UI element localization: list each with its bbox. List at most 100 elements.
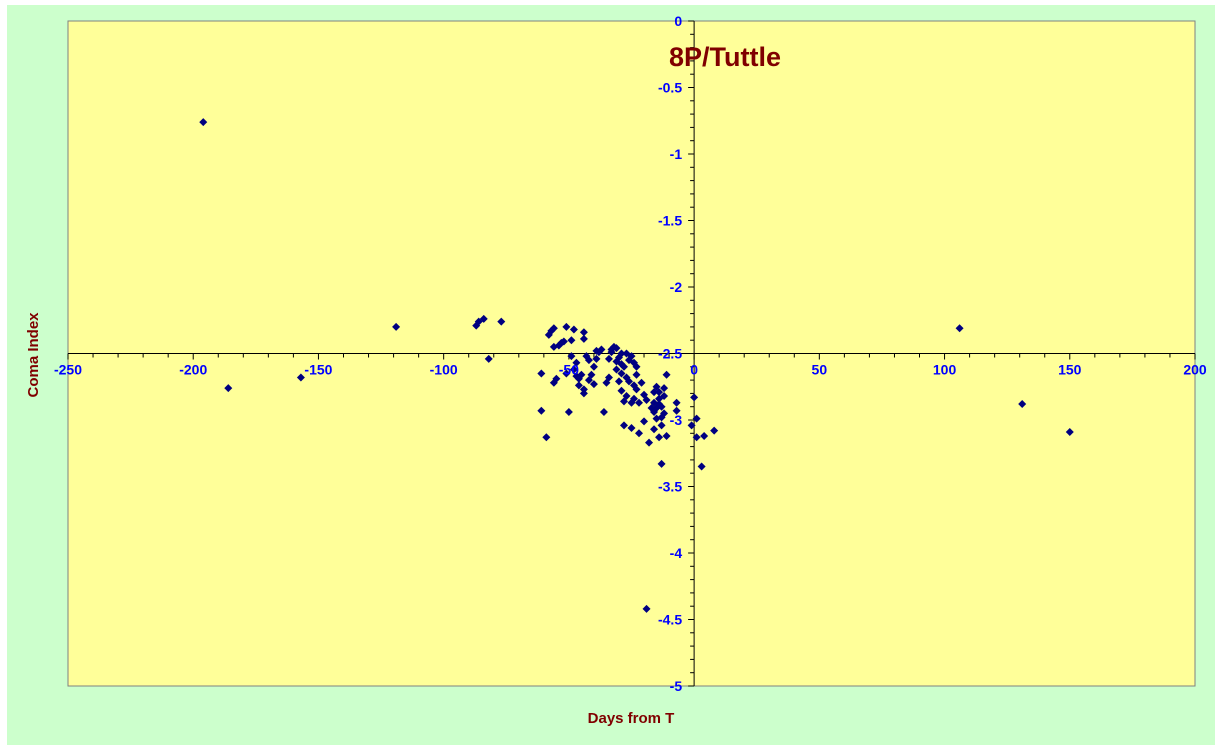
x-tick-label: 50: [812, 362, 828, 378]
data-point: [642, 396, 651, 405]
data-point: [497, 317, 506, 326]
y-tick-label: -2.5: [658, 346, 682, 362]
data-point: [690, 393, 699, 402]
y-tick-label: -3: [670, 412, 683, 428]
data-point: [1018, 400, 1027, 409]
data-point: [655, 433, 664, 442]
data-point: [579, 334, 588, 343]
x-tick-label: 150: [1058, 362, 1082, 378]
y-axis-label: Coma Index: [25, 312, 42, 398]
data-point: [692, 414, 701, 423]
data-point: [574, 381, 583, 390]
data-point: [614, 377, 623, 386]
data-point: [635, 429, 644, 438]
data-point: [617, 349, 626, 358]
data-point: [700, 431, 709, 440]
y-tick-labels: 0 -0.5 -1 -1.5 -2 -2.5 -3 -3.5 -4 -4.5 -5: [658, 13, 682, 694]
data-point: [687, 421, 696, 430]
data-point: [567, 336, 576, 345]
data-point: [655, 388, 664, 397]
data-point: [662, 431, 671, 440]
data-point: [296, 373, 305, 382]
data-point: [587, 370, 596, 379]
data-point: [645, 438, 654, 447]
data-point: [619, 421, 628, 430]
y-tick-label: 0: [674, 13, 682, 29]
data-point: [617, 386, 626, 395]
data-point: [657, 421, 666, 430]
x-tick-labels: -250 -200 -150 -100 -50 0 50 100 150 200: [54, 362, 1207, 378]
x-tick-label: -250: [54, 362, 82, 378]
data-point: [552, 374, 561, 383]
data-point: [640, 417, 649, 426]
data-point: [612, 344, 621, 353]
data-point: [617, 369, 626, 378]
data-points: [199, 118, 1074, 613]
data-point: [567, 352, 576, 361]
data-point: [612, 365, 621, 374]
data-point: [660, 409, 669, 418]
y-tick-label: -4.5: [658, 612, 682, 628]
data-point: [559, 337, 568, 346]
data-point: [635, 398, 644, 407]
y-tick-label: -4: [670, 545, 683, 561]
x-axis-label: Days from T: [588, 710, 675, 727]
data-point: [657, 402, 666, 411]
x-tick-label: -150: [304, 362, 332, 378]
data-point: [604, 373, 613, 382]
data-point: [692, 433, 701, 442]
data-point: [604, 354, 613, 363]
y-tick-label: -5: [670, 678, 683, 694]
data-point: [392, 322, 401, 331]
data-point: [592, 354, 601, 363]
data-point: [549, 324, 558, 333]
y-tick-label: -1.5: [658, 213, 682, 229]
y-tick-label: -0.5: [658, 80, 682, 96]
data-point: [627, 352, 636, 361]
data-point: [662, 370, 671, 379]
data-point: [562, 369, 571, 378]
data-point: [632, 385, 641, 394]
data-point: [672, 398, 681, 407]
data-point: [199, 118, 208, 127]
data-point: [637, 378, 646, 387]
data-point: [537, 369, 546, 378]
x-tick-label: -100: [430, 362, 458, 378]
data-point: [619, 362, 628, 371]
data-point: [657, 459, 666, 468]
data-point: [479, 314, 488, 323]
data-point: [624, 377, 633, 386]
x-tick-label: 0: [690, 362, 698, 378]
data-point: [579, 385, 588, 394]
y-tick-label: -1: [670, 146, 683, 162]
data-point: [572, 358, 581, 367]
y-tick-label: -2: [670, 279, 683, 295]
data-point: [622, 392, 631, 401]
data-point: [584, 356, 593, 365]
data-point: [710, 426, 719, 435]
data-point: [660, 392, 669, 401]
data-point: [564, 408, 573, 417]
x-tick-label: 100: [933, 362, 957, 378]
data-point: [697, 462, 706, 471]
data-point: [597, 345, 606, 354]
data-point: [627, 423, 636, 432]
data-point: [562, 322, 571, 331]
y-tick-label: -3.5: [658, 479, 682, 495]
data-point: [484, 354, 493, 363]
data-point: [537, 406, 546, 415]
data-point: [642, 604, 651, 613]
data-point: [579, 328, 588, 337]
data-point: [650, 425, 659, 434]
data-point: [632, 370, 641, 379]
data-point: [599, 408, 608, 417]
x-tick-label: -50: [559, 362, 579, 378]
data-point: [1065, 427, 1074, 436]
data-point: [660, 384, 669, 393]
data-point: [630, 394, 639, 403]
data-point: [632, 362, 641, 371]
data-point: [955, 324, 964, 333]
chart-title: 8P/Tuttle: [669, 42, 781, 72]
x-tick-label: 200: [1183, 362, 1207, 378]
